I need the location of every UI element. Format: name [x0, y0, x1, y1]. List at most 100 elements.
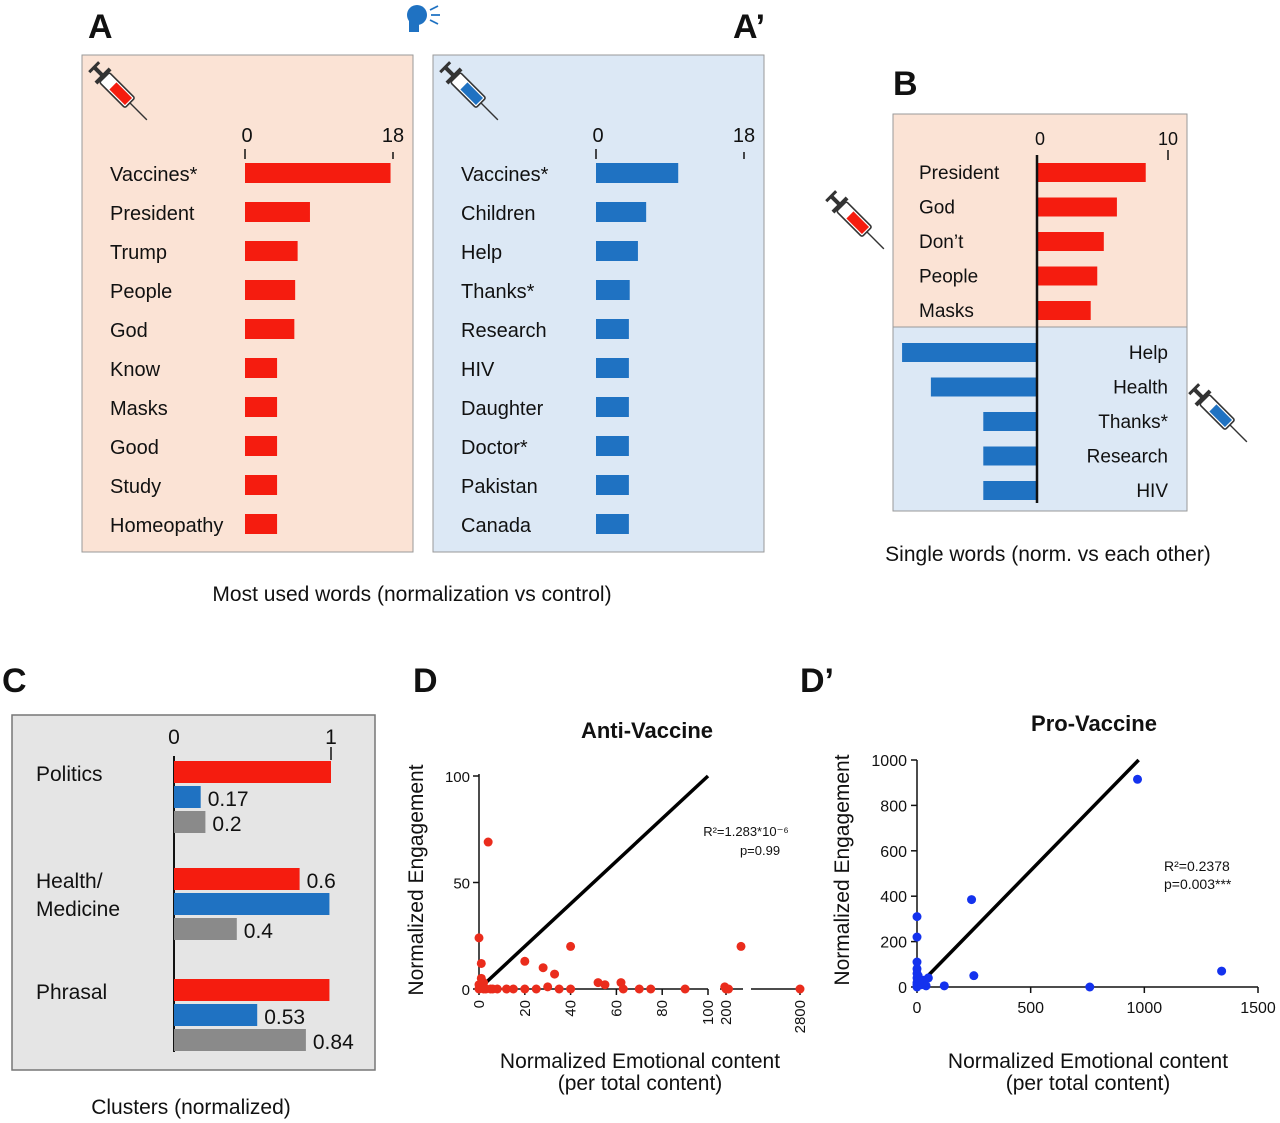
category-label: Daughter	[461, 398, 544, 420]
data-point	[483, 837, 493, 847]
x-axis-label: Normalized Emotional content	[500, 1050, 780, 1073]
data-point	[618, 984, 628, 994]
bar	[596, 514, 629, 534]
bar	[245, 397, 278, 417]
data-point	[969, 971, 979, 981]
category-label: Help	[1129, 343, 1168, 364]
bar	[174, 786, 201, 808]
category-label: Masks	[110, 398, 168, 420]
data-point	[543, 982, 553, 992]
stat-p: p=0.99	[740, 843, 780, 858]
stat-r2: R²=1.283*10⁻⁶	[703, 824, 789, 839]
bar	[174, 893, 330, 915]
syringe-liquid	[1209, 404, 1233, 428]
tick-label: 500	[1017, 1000, 1044, 1017]
syringe-icon-blue	[1188, 383, 1248, 443]
tick-label: 0	[898, 980, 907, 997]
syringe-needle	[129, 102, 148, 121]
bar	[1037, 163, 1146, 182]
category-label: Study	[110, 476, 161, 498]
bar	[1037, 301, 1091, 320]
data-point	[538, 963, 548, 973]
data-point	[554, 984, 564, 994]
syringe-needle	[866, 231, 885, 250]
panel-label-d-prime: D’	[800, 662, 834, 700]
data-point	[1217, 966, 1227, 976]
bar	[174, 761, 331, 783]
data-label: 0.2	[212, 813, 241, 836]
tick-label: 0	[168, 726, 180, 749]
syringe-icon-red	[825, 190, 885, 250]
category-label: Vaccines*	[461, 164, 549, 186]
panel-label-d: D	[413, 662, 438, 700]
bar	[983, 481, 1037, 500]
panel-label-a: A	[88, 8, 113, 46]
tick-label: 0	[462, 982, 470, 999]
tick-label: 10	[1158, 129, 1178, 149]
tick-label: 0	[913, 1000, 922, 1017]
data-point	[680, 984, 690, 994]
bar	[596, 280, 630, 300]
panel-background	[432, 54, 765, 553]
y-axis-label: Normalized Engagement	[405, 764, 428, 995]
bar	[596, 163, 679, 183]
bar	[245, 514, 278, 534]
chart-title: Anti-Vaccine	[581, 718, 713, 743]
data-point	[520, 984, 530, 994]
bar	[245, 358, 278, 378]
data-point	[646, 984, 656, 994]
tick-label: 400	[880, 889, 907, 906]
tick-label: 0	[241, 125, 252, 147]
caption-clusters: Clusters (normalized)	[91, 1096, 291, 1119]
tick-label: 100	[445, 769, 470, 786]
category-label: Don’t	[919, 232, 964, 253]
bar	[245, 163, 391, 183]
bar	[245, 241, 298, 261]
chart-title: Pro-Vaccine	[1031, 711, 1157, 736]
bar	[245, 280, 296, 300]
category-label: President	[110, 203, 195, 225]
syringe-plunger	[1193, 388, 1204, 399]
tick-label: 2800	[792, 1000, 809, 1033]
syringe-flange	[94, 67, 112, 85]
data-point	[531, 984, 541, 994]
tick-label: 100	[700, 1000, 717, 1025]
x-axis-label: (per total content)	[558, 1072, 723, 1095]
tick-label: 50	[453, 876, 470, 893]
regression-line	[477, 774, 710, 991]
syringe-plunger	[830, 195, 841, 206]
bar	[174, 918, 237, 940]
syringe-plunger-cap	[825, 190, 838, 203]
category-label: Masks	[919, 301, 974, 322]
bar	[1037, 197, 1117, 217]
bar	[1037, 266, 1098, 286]
data-label: 0.17	[208, 788, 249, 811]
regression-line	[915, 758, 1140, 989]
data-point	[501, 984, 511, 994]
category-label: HIV	[461, 359, 495, 381]
stat-r2: R²=0.2378	[1164, 858, 1230, 874]
category-label: God	[110, 320, 148, 342]
tick-label: 18	[733, 125, 755, 147]
category-label: Homeopathy	[110, 515, 223, 537]
data-point	[520, 956, 530, 966]
bar	[245, 319, 295, 339]
panel-b-top-background	[892, 113, 1188, 328]
syringe-liquid	[109, 82, 133, 106]
category-label: Politics	[36, 763, 103, 786]
panel-label-c: C	[2, 662, 27, 700]
data-point	[736, 941, 746, 951]
syringe-plunger	[444, 66, 455, 77]
speech-lines	[429, 5, 440, 25]
bar	[174, 868, 300, 890]
category-label: Trump	[110, 242, 167, 264]
category-label: Know	[110, 359, 161, 381]
data-point	[912, 912, 922, 922]
bar	[174, 1004, 258, 1026]
data-point	[593, 978, 603, 988]
data-point	[476, 958, 486, 968]
syringe-flange	[831, 196, 849, 214]
data-label: 0.84	[313, 1031, 354, 1054]
bar	[174, 1029, 306, 1051]
category-label: President	[919, 163, 1000, 184]
